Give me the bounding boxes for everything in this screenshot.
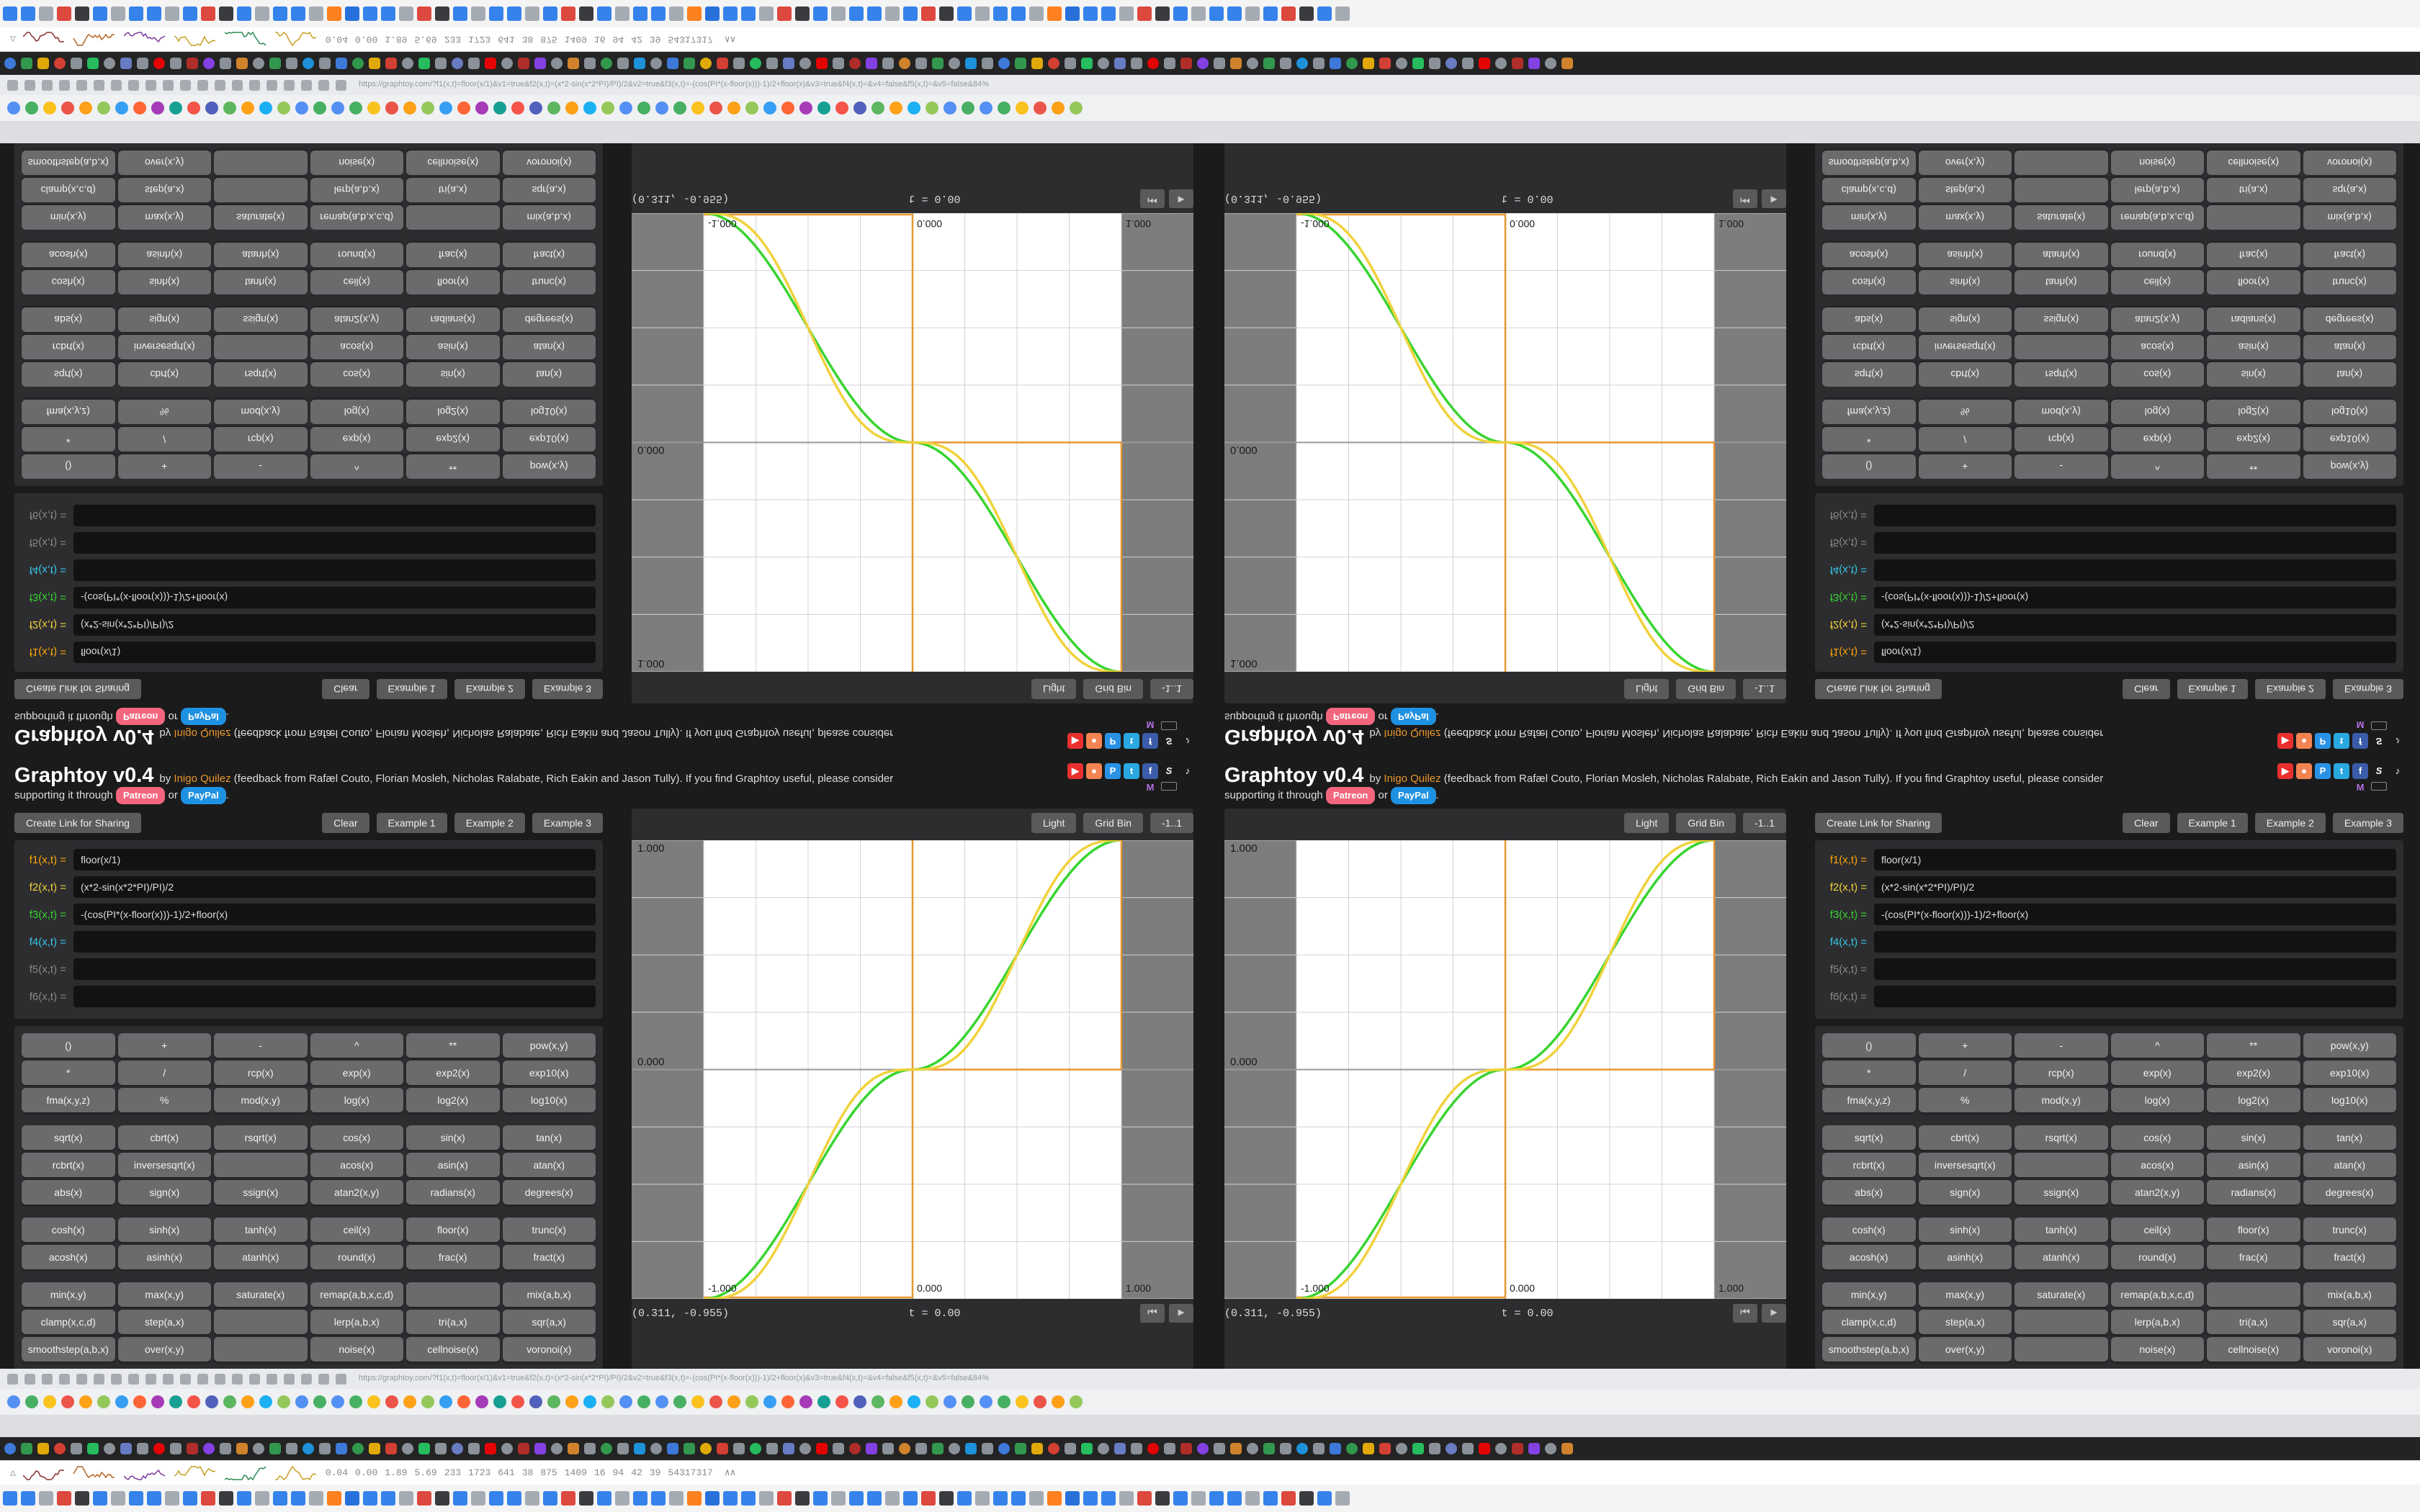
svg-text:1.000: 1.000 <box>1230 657 1258 670</box>
svg-text:1.000: 1.000 <box>1126 218 1151 230</box>
svg-text:1.000: 1.000 <box>1718 218 1744 230</box>
svg-text:-1.000: -1.000 <box>1301 218 1330 230</box>
svg-text:-1.000: -1.000 <box>1301 1282 1330 1294</box>
svg-text:1.000: 1.000 <box>1126 1282 1151 1294</box>
svg-text:-1.000: -1.000 <box>708 1282 737 1294</box>
svg-text:0.000: 0.000 <box>917 218 942 230</box>
svg-text:0.000: 0.000 <box>1230 1056 1258 1068</box>
svg-text:0.000: 0.000 <box>917 1282 942 1294</box>
svg-text:1.000: 1.000 <box>637 657 665 670</box>
svg-text:0.000: 0.000 <box>637 1056 665 1068</box>
svg-text:1.000: 1.000 <box>1230 842 1258 855</box>
svg-text:0.000: 0.000 <box>1510 1282 1535 1294</box>
svg-text:0.000: 0.000 <box>1230 444 1258 456</box>
svg-text:1.000: 1.000 <box>637 842 665 855</box>
svg-text:1.000: 1.000 <box>1718 1282 1744 1294</box>
svg-text:-1.000: -1.000 <box>708 218 737 230</box>
svg-text:0.000: 0.000 <box>1510 218 1535 230</box>
svg-text:0.000: 0.000 <box>637 444 665 456</box>
